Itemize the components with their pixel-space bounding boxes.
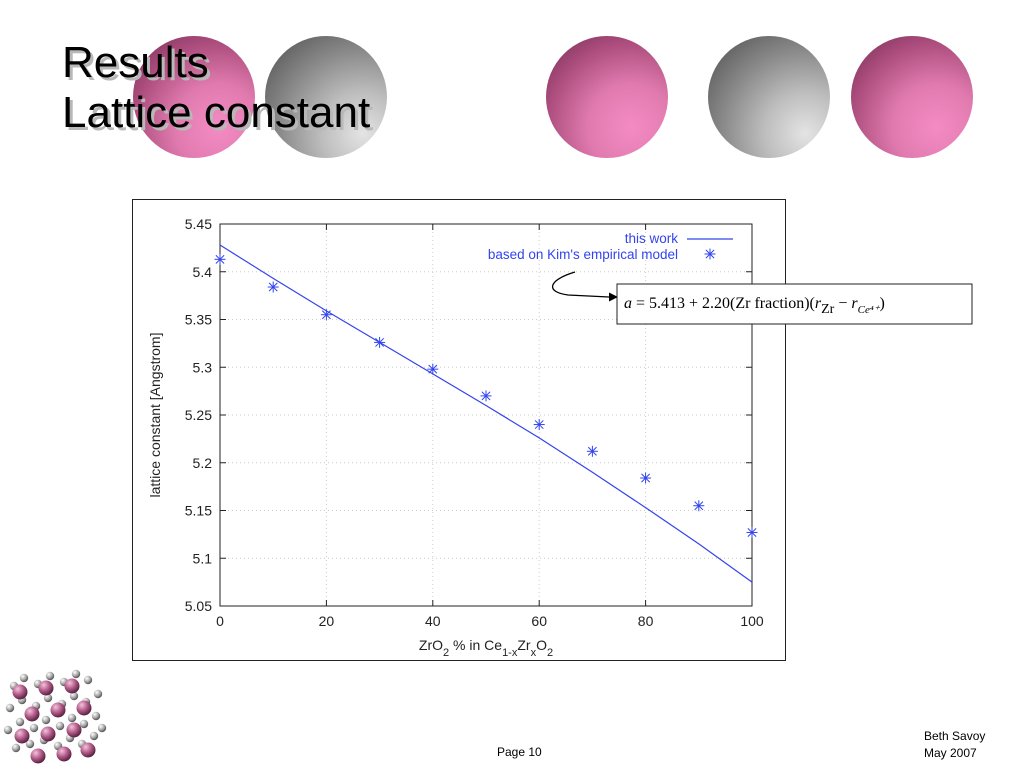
cerium-atom xyxy=(76,700,92,716)
kim-model-point xyxy=(214,253,226,265)
cerium-atom xyxy=(40,726,56,742)
oxygen-atom xyxy=(93,689,103,699)
oxygen-atom xyxy=(79,719,89,729)
oxygen-atom xyxy=(11,743,21,753)
oxygen-atom xyxy=(41,715,51,725)
oxygen-atom xyxy=(43,693,53,703)
cerium-atom xyxy=(50,702,66,718)
x-tick-label: 40 xyxy=(425,613,441,629)
cerium-atom xyxy=(30,748,46,764)
cerium-atom xyxy=(66,722,82,738)
oxygen-atom xyxy=(29,723,39,733)
oxygen-atom xyxy=(3,725,13,735)
cerium-atom xyxy=(24,706,40,722)
oxygen-atom xyxy=(25,739,35,749)
decorative-circle-pink-2 xyxy=(546,36,668,158)
x-axis-label: ZrO2 % in Ce1-xZrxO2 xyxy=(419,637,553,659)
slide-title: Results Lattice constant xyxy=(62,38,370,138)
x-tick-label: 0 xyxy=(216,613,224,629)
author-block: Beth Savoy May 2007 xyxy=(924,728,985,762)
decorative-circle-pink-1 xyxy=(133,36,255,158)
cerium-atom xyxy=(38,680,54,696)
oxygen-atom xyxy=(91,711,101,721)
y-tick-label: 5.4 xyxy=(193,264,213,280)
oxygen-atom xyxy=(55,721,65,731)
kim-model-point xyxy=(267,281,279,293)
annotation-arrowhead xyxy=(609,292,618,302)
title-line-2: Lattice constant xyxy=(62,88,371,137)
title-line-1: Results xyxy=(62,38,209,87)
legend-label-this-work: this work xyxy=(625,231,679,246)
formula-box xyxy=(616,283,973,325)
formula-text: a = 5.413 + 2.20(Zr fraction)(rZr − rCe⁴… xyxy=(624,295,885,317)
y-tick-label: 5.2 xyxy=(193,455,213,471)
cerium-atom xyxy=(64,678,80,694)
y-tick-label: 5.05 xyxy=(185,598,212,614)
oxygen-atom xyxy=(45,671,55,681)
presentation-date: May 2007 xyxy=(924,746,977,760)
kim-model-point xyxy=(480,390,492,402)
cerium-atom xyxy=(56,746,72,762)
kim-model-point xyxy=(586,445,598,457)
cerium-atom xyxy=(14,728,30,744)
y-tick-label: 5.15 xyxy=(185,503,212,519)
decorative-circle-gray-1 xyxy=(265,36,387,158)
oxygen-atom xyxy=(97,723,107,733)
oxygen-atom xyxy=(83,675,93,685)
legend-label-kim-model: based on Kim's empirical model xyxy=(488,247,678,262)
oxygen-atom xyxy=(67,713,77,723)
decorative-circle-pink-3 xyxy=(851,36,973,158)
oxygen-atom xyxy=(89,731,99,741)
oxygen-atom xyxy=(19,673,29,683)
kim-model-point xyxy=(427,363,439,375)
kim-model-point xyxy=(746,526,758,538)
x-tick-label: 60 xyxy=(531,613,547,629)
decorative-circle-gray-2 xyxy=(708,36,830,158)
kim-model-point xyxy=(533,419,545,431)
x-tick-label: 100 xyxy=(740,613,764,629)
cerium-atom xyxy=(12,684,28,700)
x-tick-label: 80 xyxy=(638,613,654,629)
y-axis-label: lattice constant [Angstrom] xyxy=(147,333,163,498)
page-number: Page 10 xyxy=(497,745,542,759)
chart-frame xyxy=(132,199,786,661)
y-tick-label: 5.1 xyxy=(193,550,213,566)
y-tick-label: 5.3 xyxy=(193,359,213,375)
kim-model-point xyxy=(320,309,332,321)
x-tick-label: 20 xyxy=(319,613,335,629)
cerium-atom xyxy=(80,742,96,758)
oxygen-atom xyxy=(15,717,25,727)
annotation-arrow xyxy=(552,271,610,298)
y-tick-label: 5.45 xyxy=(185,216,212,232)
kim-model-point xyxy=(374,336,386,348)
y-tick-label: 5.35 xyxy=(185,312,212,328)
y-tick-label: 5.25 xyxy=(185,407,212,423)
legend-swatch-asterisk xyxy=(704,248,716,260)
oxygen-atom xyxy=(69,691,79,701)
oxygen-atom xyxy=(71,669,81,679)
kim-model-point xyxy=(640,472,652,484)
series-this-work-line xyxy=(219,244,753,583)
kim-model-point xyxy=(693,500,705,512)
oxygen-atom xyxy=(5,703,15,713)
author-name: Beth Savoy xyxy=(924,729,986,743)
